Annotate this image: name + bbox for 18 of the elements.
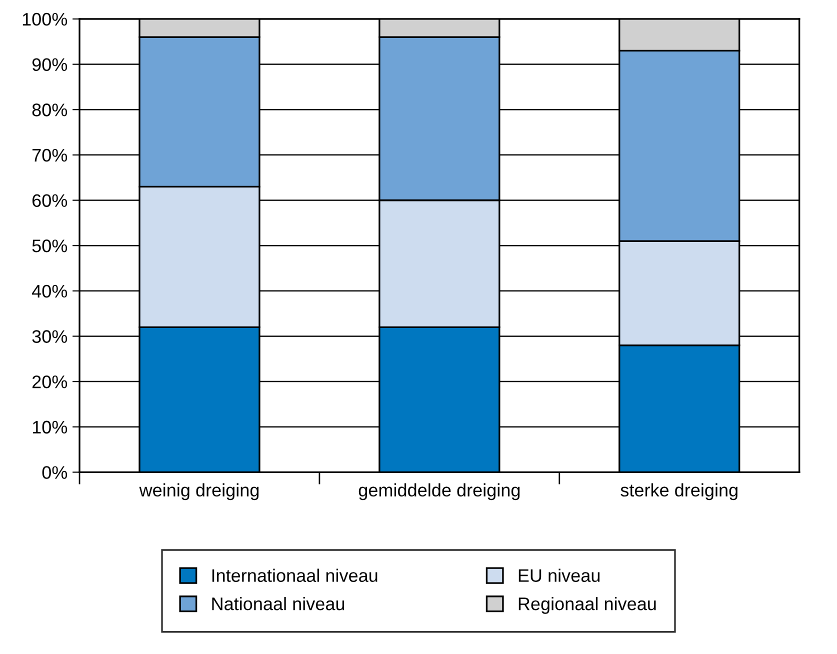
- y-tick-label: 50%: [32, 240, 68, 252]
- y-tick-label: 100%: [22, 12, 68, 26]
- legend-label: EU niveau: [518, 568, 600, 582]
- y-tick-label: 80%: [32, 104, 68, 116]
- legend-label: Nationaal niveau: [212, 597, 344, 610]
- y-tick-label: 70%: [32, 148, 68, 162]
- legend-label: Internationaal niveau: [212, 568, 378, 582]
- x-tick-label: sterke dreiging: [620, 483, 738, 500]
- legend-label: Regionaal niveau: [518, 597, 656, 614]
- y-tick-label: 20%: [32, 375, 68, 388]
- y-tick-label: 0%: [42, 466, 68, 479]
- y-tick-label: 10%: [32, 420, 68, 434]
- x-tick-label: gemiddelde dreiging: [358, 483, 520, 500]
- y-tick-label: 30%: [32, 330, 68, 343]
- y-tick-label: 90%: [32, 58, 68, 72]
- y-tick-label: 40%: [32, 284, 68, 298]
- x-tick-label: weinig dreiging: [139, 483, 259, 500]
- y-tick-label: 60%: [32, 194, 68, 207]
